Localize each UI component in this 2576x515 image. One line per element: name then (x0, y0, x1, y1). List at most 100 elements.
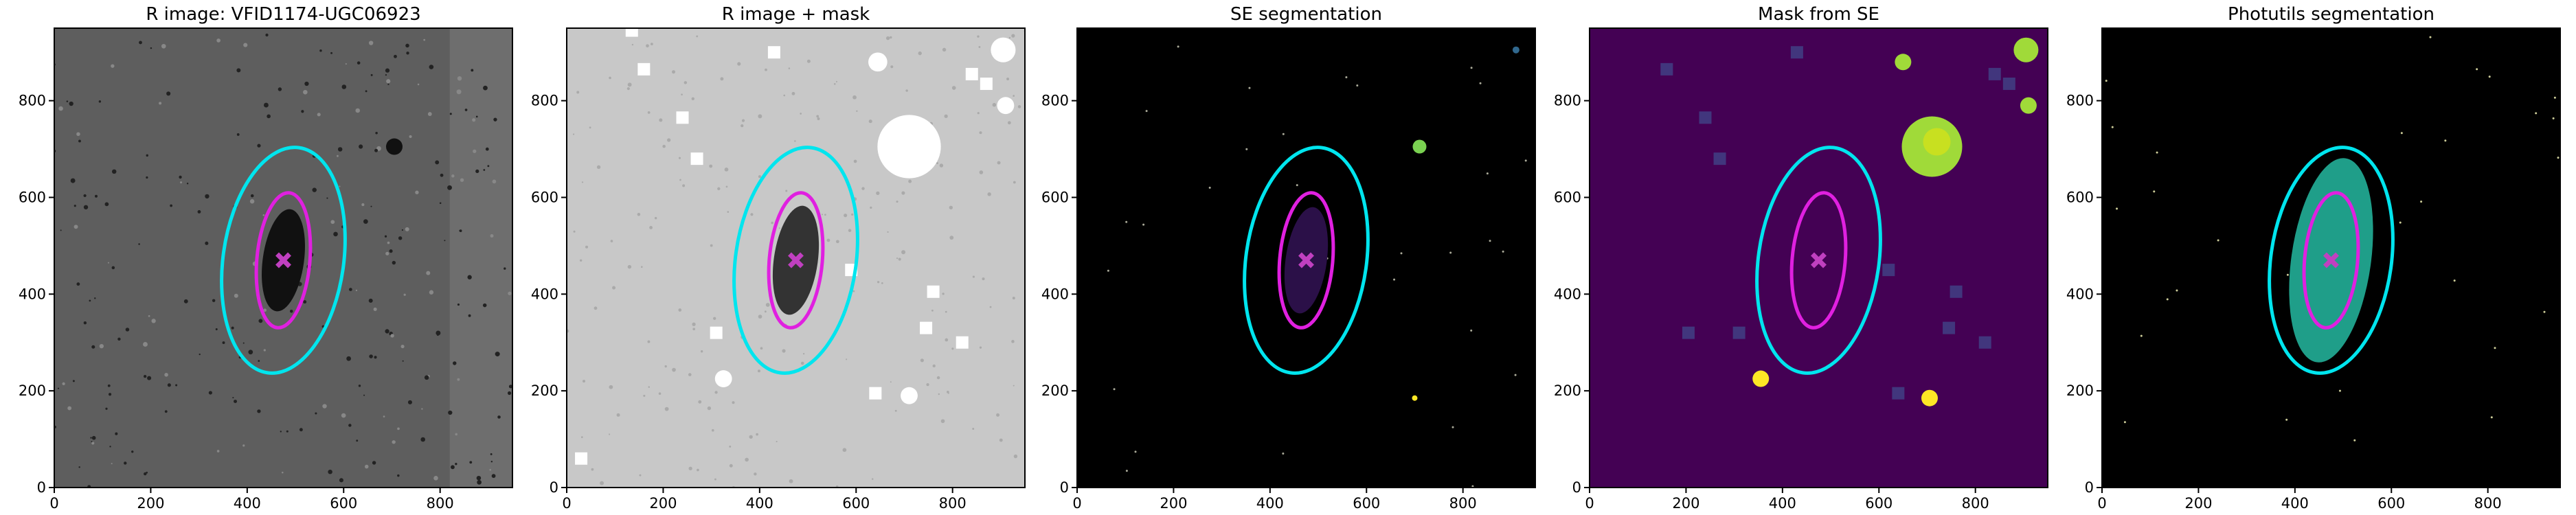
mask-box (1790, 46, 1803, 59)
star (216, 450, 220, 453)
mask-circle (877, 115, 941, 179)
axes-frame (54, 27, 513, 488)
center-marker (275, 252, 291, 268)
star (455, 463, 457, 466)
image (54, 28, 512, 488)
star (485, 147, 489, 151)
y-tick-label: 0 (1572, 479, 1581, 496)
star (765, 68, 767, 71)
star (234, 293, 238, 298)
star (451, 174, 455, 178)
star (672, 70, 676, 74)
source (1524, 159, 1527, 162)
image (567, 28, 1025, 488)
star (756, 433, 758, 436)
star (394, 54, 397, 58)
star (709, 164, 713, 168)
star (940, 419, 945, 424)
star (1008, 36, 1011, 39)
source (2420, 201, 2423, 203)
star (421, 408, 423, 410)
star (698, 400, 702, 404)
star (817, 117, 820, 121)
star (581, 181, 584, 183)
mask-box (1713, 152, 1726, 165)
star (996, 413, 1000, 417)
star (358, 385, 361, 387)
star (406, 52, 409, 55)
star (647, 111, 651, 114)
star (215, 328, 218, 330)
star (76, 282, 80, 286)
star (492, 179, 497, 184)
star (710, 244, 713, 247)
star (468, 314, 471, 317)
star (627, 264, 632, 269)
star (729, 445, 732, 448)
star (124, 461, 127, 465)
star (979, 131, 982, 135)
star (720, 77, 724, 81)
star (672, 367, 676, 372)
mask-circle (1923, 128, 1951, 156)
mask-box (1660, 62, 1673, 76)
mask-circle (714, 370, 732, 387)
star (322, 404, 327, 409)
source (1125, 470, 1128, 472)
star (429, 290, 434, 295)
mask-box (676, 111, 689, 124)
source (1107, 269, 1109, 272)
panel: SE segmentation 0 200 400 600 800 0 200 400 600 80… (1041, 4, 1536, 512)
star (76, 132, 80, 137)
star (896, 257, 899, 260)
mask-box (1682, 326, 1695, 339)
star (427, 112, 432, 116)
y-tick-label: 400 (2066, 286, 2094, 302)
star (258, 360, 260, 362)
source (1282, 133, 1285, 135)
x-tick-label: 800 (1449, 495, 1477, 512)
star (161, 43, 166, 49)
ellipse (732, 146, 859, 375)
source (2338, 389, 2341, 392)
star (493, 117, 497, 122)
source (2140, 334, 2143, 337)
mask-box (2002, 77, 2015, 90)
center-marker (1298, 252, 1314, 268)
star (361, 203, 365, 207)
star (741, 119, 745, 122)
star (870, 206, 872, 209)
star (835, 240, 839, 244)
star (717, 187, 721, 191)
star (572, 133, 575, 135)
star (482, 303, 487, 308)
star (890, 65, 894, 69)
star (688, 466, 692, 470)
x-tick-label: 600 (330, 495, 357, 512)
source (2285, 418, 2288, 421)
star (658, 392, 662, 395)
mask-circle (868, 52, 888, 72)
star (609, 76, 611, 80)
star (932, 364, 936, 368)
source (1470, 67, 1473, 69)
source (2156, 151, 2158, 154)
star (144, 472, 147, 476)
star (179, 175, 182, 179)
star (979, 346, 982, 349)
star (631, 43, 634, 46)
image (1077, 28, 1535, 488)
source (2400, 132, 2403, 135)
x-tick-label: 200 (649, 495, 677, 512)
star (78, 139, 81, 143)
star (355, 108, 361, 113)
star (887, 231, 889, 233)
star (146, 176, 148, 179)
star (490, 234, 494, 238)
source (2429, 36, 2432, 38)
ellipse (767, 191, 825, 330)
star (757, 369, 760, 373)
star (851, 213, 854, 216)
star (667, 138, 671, 142)
x-tick-label: 200 (1160, 495, 1187, 512)
